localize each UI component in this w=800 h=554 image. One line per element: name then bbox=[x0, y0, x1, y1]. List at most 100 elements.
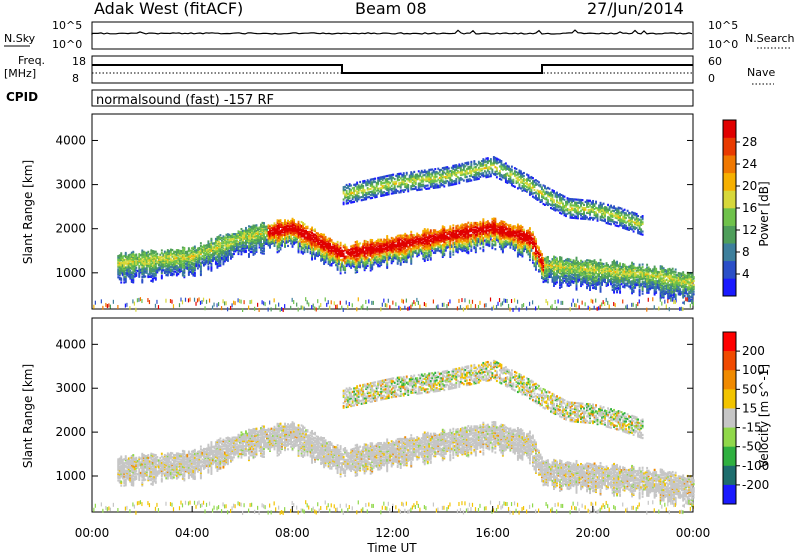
power-cell bbox=[455, 242, 458, 245]
power-cell bbox=[205, 249, 208, 252]
power-cell bbox=[272, 228, 274, 231]
power-cell bbox=[429, 230, 432, 233]
power-cell bbox=[458, 231, 461, 234]
power-cell bbox=[219, 249, 222, 253]
power-cell bbox=[386, 181, 389, 184]
power-cell bbox=[402, 299, 404, 304]
power-cell bbox=[278, 238, 280, 241]
power-cell bbox=[300, 228, 303, 232]
power-cell bbox=[231, 237, 234, 240]
power-cell bbox=[210, 244, 213, 247]
power-cell bbox=[248, 231, 250, 235]
power-cell bbox=[485, 229, 488, 232]
power-cell bbox=[216, 240, 219, 243]
power-cell bbox=[411, 246, 414, 249]
power-cell bbox=[165, 271, 168, 274]
power-cell bbox=[449, 174, 452, 177]
power-cell bbox=[476, 178, 479, 181]
power-cell bbox=[202, 249, 205, 253]
power-cell bbox=[426, 254, 429, 258]
power-cell bbox=[422, 185, 425, 188]
power-cell bbox=[297, 249, 300, 253]
power-cell bbox=[377, 192, 380, 195]
power-cell bbox=[123, 264, 126, 267]
power-cell bbox=[401, 298, 403, 303]
power-cell bbox=[380, 246, 383, 249]
power-cell bbox=[147, 273, 150, 276]
power-cell bbox=[440, 178, 443, 181]
power-cell bbox=[318, 237, 321, 241]
power-cell bbox=[468, 242, 471, 245]
power-cell bbox=[174, 257, 177, 260]
power-cell bbox=[489, 161, 492, 164]
power-cell bbox=[293, 232, 295, 235]
power-cell bbox=[498, 165, 501, 168]
power-cell bbox=[144, 251, 147, 254]
power-cell bbox=[449, 237, 452, 240]
power-cell bbox=[494, 158, 497, 161]
power-cell bbox=[443, 239, 446, 242]
power-cell bbox=[145, 269, 148, 272]
power-cell bbox=[488, 230, 491, 233]
power-cell bbox=[245, 242, 247, 246]
power-cell bbox=[437, 184, 440, 187]
power-cell bbox=[205, 299, 208, 304]
power-cell bbox=[381, 175, 384, 179]
power-cell bbox=[260, 238, 262, 241]
power-cell bbox=[434, 186, 437, 189]
power-cell bbox=[229, 249, 232, 252]
power-cell bbox=[327, 258, 330, 261]
power-cell bbox=[461, 172, 464, 175]
power-cell bbox=[333, 253, 336, 256]
power-cell bbox=[384, 248, 387, 251]
power-cell bbox=[488, 231, 491, 234]
power-cell bbox=[345, 255, 348, 258]
power-cell bbox=[276, 228, 279, 231]
power-cell bbox=[383, 239, 386, 242]
power-cell bbox=[437, 233, 440, 236]
power-cell bbox=[264, 238, 267, 242]
power-cell bbox=[489, 167, 492, 170]
power-cell bbox=[147, 262, 150, 265]
power-cell bbox=[229, 305, 232, 310]
power-cell bbox=[444, 167, 447, 171]
power-cell bbox=[492, 240, 495, 243]
power-cell bbox=[199, 273, 202, 277]
power-cell bbox=[252, 228, 255, 231]
power-cell bbox=[362, 265, 365, 268]
power-cell bbox=[303, 233, 306, 237]
power-cell bbox=[357, 244, 360, 247]
power-cell bbox=[336, 264, 339, 267]
power-cell bbox=[434, 247, 437, 251]
power-cell bbox=[428, 179, 431, 182]
power-cell bbox=[308, 246, 311, 250]
power-cell bbox=[133, 258, 136, 261]
power-cell bbox=[291, 241, 294, 244]
power-cell bbox=[383, 253, 386, 256]
power-cell bbox=[198, 256, 201, 259]
power-cell bbox=[210, 268, 213, 271]
power-cell bbox=[302, 244, 305, 247]
power-cell bbox=[266, 234, 268, 238]
power-cell bbox=[494, 232, 497, 235]
power-cell bbox=[193, 254, 196, 257]
power-cell bbox=[419, 239, 422, 242]
power-cell bbox=[389, 177, 392, 180]
power-cell bbox=[211, 242, 214, 245]
power-cell bbox=[118, 267, 121, 270]
power-cell bbox=[254, 236, 256, 239]
power-cell bbox=[251, 236, 253, 239]
power-cell bbox=[192, 253, 195, 256]
power-cell bbox=[489, 223, 492, 226]
power-cell bbox=[338, 254, 341, 257]
power-cell bbox=[452, 253, 455, 256]
power-cell bbox=[356, 307, 358, 312]
power-cell bbox=[363, 261, 366, 264]
power-cell bbox=[363, 193, 366, 196]
power-cell bbox=[408, 234, 411, 237]
power-cell bbox=[362, 252, 365, 255]
power-cell bbox=[467, 167, 470, 170]
power-cell bbox=[118, 254, 121, 257]
power-cell bbox=[365, 198, 368, 201]
power-cell bbox=[479, 238, 482, 241]
